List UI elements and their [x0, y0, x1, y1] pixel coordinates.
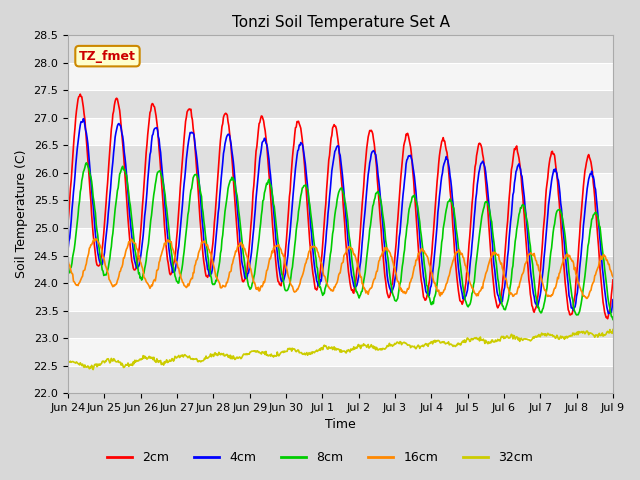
8cm [408, 198, 415, 204]
2cm [64, 218, 72, 224]
2cm [408, 151, 415, 156]
16cm [215, 279, 223, 285]
32cm [90, 367, 97, 372]
8cm [64, 270, 72, 276]
Text: TZ_fmet: TZ_fmet [79, 49, 136, 63]
Line: 2cm: 2cm [68, 94, 613, 319]
16cm [186, 278, 194, 284]
4cm [74, 139, 82, 145]
Bar [68, 201, 613, 228]
16cm [609, 274, 617, 279]
16cm [424, 253, 431, 259]
2cm [76, 91, 84, 97]
32cm [424, 341, 431, 347]
2cm [186, 107, 194, 113]
Bar [68, 311, 613, 338]
X-axis label: Time: Time [325, 419, 356, 432]
16cm [92, 236, 100, 242]
32cm [131, 358, 139, 363]
8cm [83, 160, 90, 166]
4cm [131, 259, 139, 264]
4cm [215, 204, 223, 210]
8cm [609, 317, 617, 323]
2cm [604, 316, 611, 322]
16cm [74, 283, 82, 288]
Bar [68, 173, 613, 201]
4cm [408, 156, 415, 161]
4cm [424, 290, 431, 296]
16cm [408, 276, 415, 282]
16cm [64, 258, 72, 264]
Title: Tonzi Soil Temperature Set A: Tonzi Soil Temperature Set A [232, 15, 449, 30]
32cm [408, 343, 415, 349]
8cm [424, 283, 431, 289]
16cm [131, 240, 139, 246]
Bar [68, 228, 613, 255]
2cm [215, 157, 223, 163]
16cm [582, 296, 590, 301]
2cm [424, 291, 431, 297]
32cm [609, 327, 617, 333]
Bar [68, 366, 613, 393]
Bar [68, 118, 613, 145]
Bar [68, 90, 613, 118]
8cm [131, 247, 139, 252]
Y-axis label: Soil Temperature (C): Soil Temperature (C) [15, 150, 28, 278]
Bar [68, 338, 613, 366]
4cm [64, 245, 72, 251]
4cm [605, 311, 612, 316]
Bar [68, 36, 613, 63]
2cm [131, 267, 139, 273]
32cm [215, 349, 223, 355]
2cm [609, 277, 617, 283]
Line: 8cm: 8cm [68, 163, 613, 320]
Bar [68, 145, 613, 173]
4cm [79, 116, 87, 121]
Bar [68, 255, 613, 283]
Bar [68, 283, 613, 311]
32cm [606, 327, 614, 333]
Legend: 2cm, 4cm, 8cm, 16cm, 32cm: 2cm, 4cm, 8cm, 16cm, 32cm [102, 446, 538, 469]
8cm [186, 193, 194, 199]
8cm [215, 263, 223, 269]
32cm [74, 361, 82, 367]
2cm [74, 96, 82, 102]
4cm [609, 297, 617, 302]
Line: 4cm: 4cm [68, 119, 613, 313]
32cm [186, 355, 194, 361]
32cm [64, 360, 72, 366]
8cm [74, 213, 82, 218]
Line: 32cm: 32cm [68, 330, 613, 370]
Line: 16cm: 16cm [68, 239, 613, 299]
4cm [186, 130, 194, 135]
Bar [68, 63, 613, 90]
